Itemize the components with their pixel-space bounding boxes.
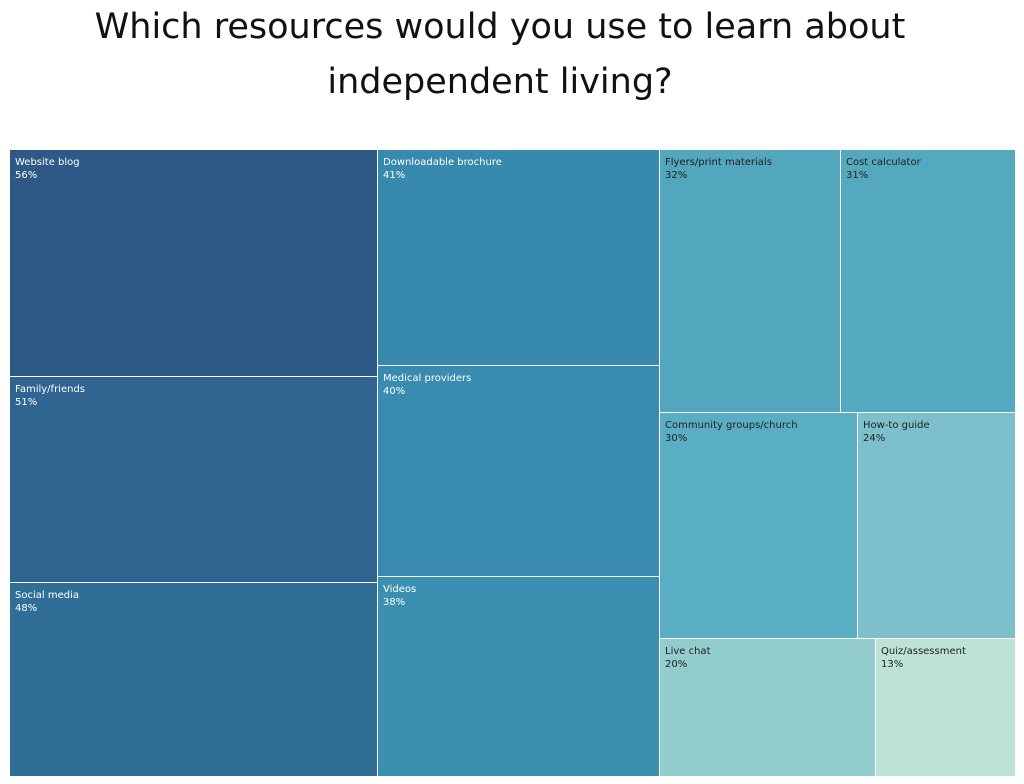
chart-title: Which resources would you use to learn a…	[0, 0, 1000, 110]
tile-value: 48%	[15, 603, 38, 614]
tile-value: 24%	[863, 433, 886, 444]
treemap-tile[interactable]: Social media 48%	[10, 583, 378, 777]
treemap-tile[interactable]: Community groups/church 30%	[660, 413, 858, 639]
tile-label: Social media 48%	[15, 589, 79, 615]
tile-name: Community groups/church	[665, 420, 798, 431]
tile-name: Videos	[383, 584, 417, 595]
treemap: Website blog 56% Family/friends 51% Social m…	[10, 150, 1016, 777]
tile-name: Medical providers	[383, 373, 472, 384]
tile-label: Videos 38%	[383, 583, 416, 609]
tile-name: Downloadable brochure	[383, 157, 502, 168]
tile-name: Live chat	[665, 646, 711, 657]
tile-value: 13%	[881, 659, 904, 670]
tile-label: Family/friends 51%	[15, 383, 85, 409]
treemap-tile[interactable]: Videos 38%	[378, 577, 660, 777]
tile-label: Flyers/print materials 32%	[665, 156, 772, 182]
chart-title-line-2: independent living?	[327, 62, 673, 102]
treemap-tile[interactable]: Website blog 56%	[10, 150, 378, 377]
tile-label: Medical providers 40%	[383, 372, 471, 398]
tile-value: 40%	[383, 386, 406, 397]
treemap-tile[interactable]: Flyers/print materials 32%	[660, 150, 841, 413]
tile-label: Downloadable brochure 41%	[383, 156, 502, 182]
tile-value: 41%	[383, 170, 406, 181]
treemap-tile[interactable]: How-to guide 24%	[858, 413, 1016, 639]
tile-name: Flyers/print materials	[665, 157, 772, 168]
tile-value: 31%	[846, 170, 869, 181]
tile-label: Cost calculator 31%	[846, 156, 921, 182]
tile-value: 30%	[665, 433, 688, 444]
tile-label: How-to guide 24%	[863, 419, 930, 445]
treemap-tile[interactable]: Quiz/assessment 13%	[876, 639, 1016, 777]
tile-name: How-to guide	[863, 420, 930, 431]
tile-label: Live chat 20%	[665, 645, 710, 671]
tile-name: Cost calculator	[846, 157, 921, 168]
tile-value: 32%	[665, 170, 688, 181]
treemap-tile[interactable]: Cost calculator 31%	[841, 150, 1016, 413]
tile-label: Community groups/church 30%	[665, 419, 798, 445]
tile-name: Quiz/assessment	[881, 646, 966, 657]
tile-value: 56%	[15, 170, 38, 181]
tile-label: Website blog 56%	[15, 156, 80, 182]
treemap-tile[interactable]: Downloadable brochure 41%	[378, 150, 660, 366]
treemap-tile[interactable]: Medical providers 40%	[378, 366, 660, 577]
tile-label: Quiz/assessment 13%	[881, 645, 966, 671]
chart-title-line-1: Which resources would you use to learn a…	[94, 7, 906, 47]
tile-value: 51%	[15, 397, 38, 408]
treemap-tile[interactable]: Family/friends 51%	[10, 377, 378, 583]
tile-value: 38%	[383, 597, 406, 608]
tile-name: Website blog	[15, 157, 80, 168]
tile-name: Social media	[15, 590, 79, 601]
treemap-tile[interactable]: Live chat 20%	[660, 639, 876, 777]
tile-name: Family/friends	[15, 384, 86, 395]
tile-value: 20%	[665, 659, 688, 670]
